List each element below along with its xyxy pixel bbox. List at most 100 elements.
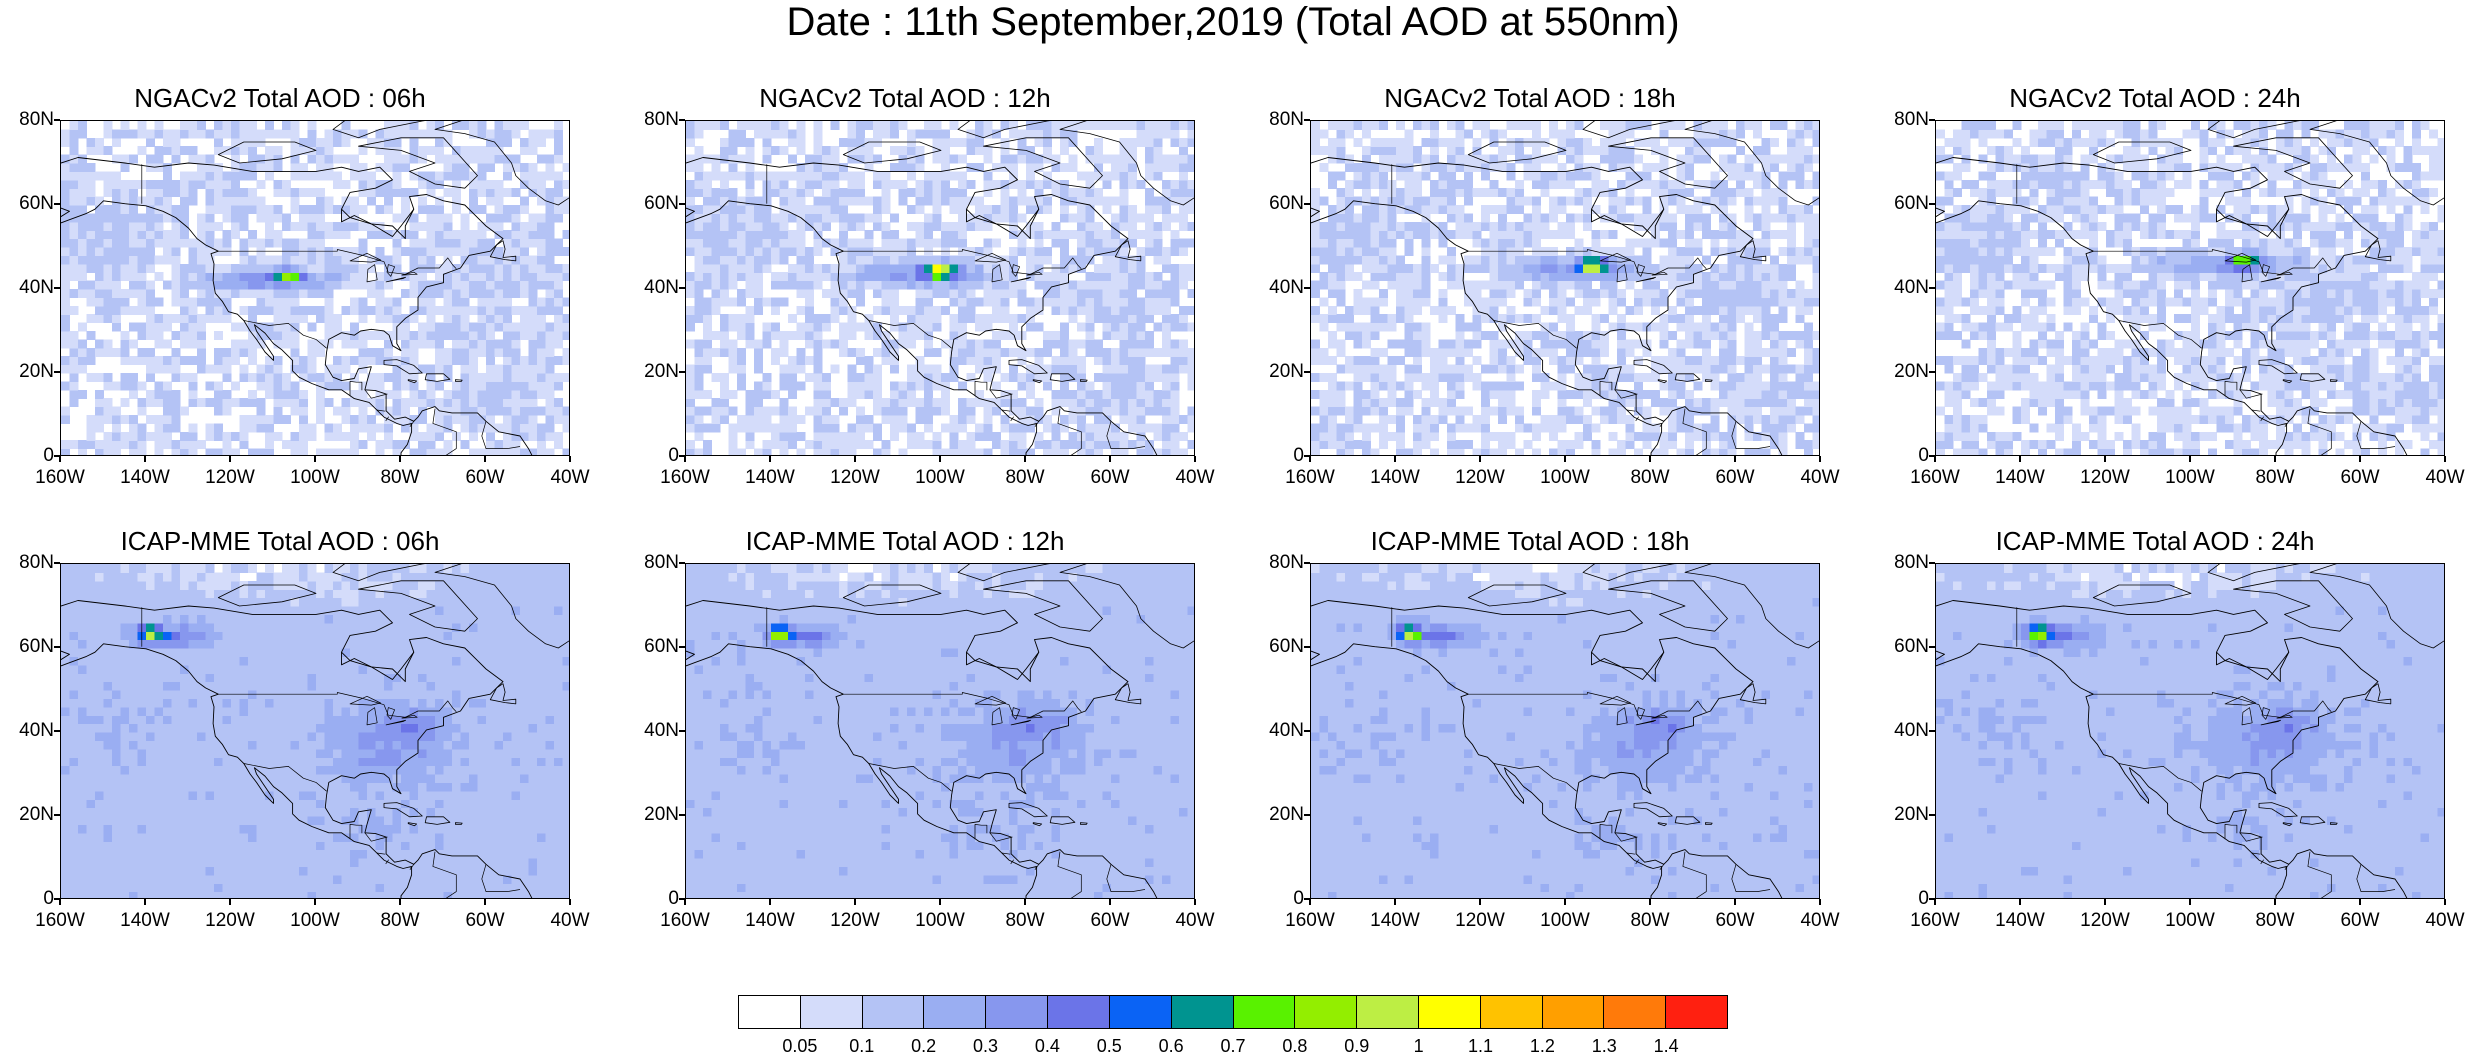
lon-tick-label: 160W (1285, 467, 1335, 488)
coastline (341, 208, 415, 237)
country-border (1010, 859, 1014, 865)
lon-tick-label: 40W (550, 910, 590, 931)
lon-tick-label: 100W (1540, 467, 1590, 488)
coastline (2309, 121, 2444, 206)
lat-tick-label: 20N (1269, 804, 1304, 825)
lon-tick (2359, 456, 2361, 462)
country-border (1659, 421, 1665, 428)
coastline (2207, 564, 2300, 582)
lake-outline (401, 714, 418, 719)
country-border (409, 864, 415, 871)
coastline (1936, 157, 2408, 455)
lon-tick (1194, 456, 1196, 462)
lon-tick (2104, 899, 2106, 905)
lon-tick-label: 120W (1455, 467, 1505, 488)
country-border (2356, 864, 2396, 892)
lat-tick (1929, 203, 1935, 205)
country-border (1614, 389, 1638, 399)
colorbar-label: 0.6 (1158, 1036, 1184, 1056)
country-border (385, 859, 389, 865)
coastline (383, 359, 423, 375)
lat-tick (54, 455, 60, 457)
map-panel: ICAP-MME Total AOD : 24h 80N 60N 40N 20N 0 160… (1875, 523, 2464, 943)
lat-tick-label: 60N (1894, 193, 1929, 214)
lon-tick (1479, 456, 1481, 462)
lon-tick-label: 160W (660, 467, 710, 488)
lon-tick-label: 80W (2255, 910, 2295, 931)
lat-tick-label: 60N (644, 636, 679, 657)
panel-title: NGACv2 Total AOD : 24h (2009, 83, 2301, 113)
colorbar-label: 1.4 (1653, 1036, 1679, 1056)
lake-outline (1026, 271, 1043, 276)
lon-tick (854, 456, 856, 462)
coastline (2282, 379, 2293, 384)
lat-tick (1929, 814, 1935, 816)
coastline (1582, 121, 1675, 139)
lon-tick-label: 40W (1800, 910, 1840, 931)
colorbar-label: 0.7 (1220, 1036, 1246, 1056)
country-border (1731, 864, 1771, 892)
coastline (2233, 580, 2353, 632)
country-border (1659, 864, 1665, 871)
country-border (2251, 852, 2261, 855)
lon-tick-label: 80W (1005, 467, 1045, 488)
country-border (481, 864, 521, 892)
lon-tick-label: 140W (745, 910, 795, 931)
colorbar-label: 0.5 (1096, 1036, 1122, 1056)
lake-outline (385, 719, 407, 726)
coastline (686, 157, 1158, 455)
coastline (1591, 208, 1665, 237)
country-border (2251, 409, 2261, 412)
country-border (1614, 832, 1638, 842)
lake-outline (1599, 252, 1631, 263)
lon-tick-label: 60W (1090, 910, 1130, 931)
coastline (332, 564, 425, 582)
aod-map-svg (686, 564, 1194, 898)
country-border (432, 851, 457, 898)
country-border (2307, 408, 2332, 455)
lon-tick-label: 40W (2425, 910, 2465, 931)
country-border (868, 763, 952, 792)
country-border (2224, 824, 2238, 840)
coastline (1032, 379, 1043, 384)
lon-tick-label: 100W (290, 467, 340, 488)
lake-outline (385, 276, 407, 283)
aod-map-svg (61, 121, 569, 455)
country-border (989, 389, 1013, 399)
country-border (1057, 851, 1082, 898)
lon-tick-label: 60W (2340, 467, 2380, 488)
colorbar-segment (1171, 996, 1234, 1028)
lon-tick (854, 899, 856, 905)
aod-map-svg (1311, 121, 1819, 455)
lon-tick (1194, 899, 1196, 905)
lon-tick-label: 120W (830, 910, 880, 931)
coastline (407, 822, 418, 827)
lat-tick-label: 20N (1894, 804, 1929, 825)
lon-tick (2444, 456, 2446, 462)
country-border (1106, 421, 1146, 449)
map-panel: NGACv2 Total AOD : 12h 80N 60N 40N 20N 0 160W 1… (625, 80, 1214, 500)
coastline (1739, 683, 1767, 705)
coastline (1684, 564, 1819, 649)
coastline (1311, 157, 1783, 455)
lake-outline (1010, 276, 1032, 283)
aod-map (60, 120, 570, 456)
coastline (1674, 816, 1701, 825)
lon-tick-label: 140W (120, 910, 170, 931)
coastline (1080, 379, 1088, 382)
lat-tick-label: 80N (644, 109, 679, 130)
lake-outline (2260, 276, 2282, 283)
lon-tick (59, 899, 61, 905)
lon-tick-label: 120W (205, 910, 255, 931)
lon-tick-label: 120W (2080, 910, 2130, 931)
coastline (1114, 240, 1142, 262)
coastline (1591, 651, 1665, 680)
lake-outline (1651, 714, 1668, 719)
lat-tick-label: 80N (19, 109, 54, 130)
country-border (1682, 851, 1707, 898)
aod-map (60, 563, 570, 899)
lat-tick (54, 730, 60, 732)
coastline (1608, 137, 1728, 189)
lon-tick (1109, 899, 1111, 905)
lat-tick-label: 40N (1894, 720, 1929, 741)
